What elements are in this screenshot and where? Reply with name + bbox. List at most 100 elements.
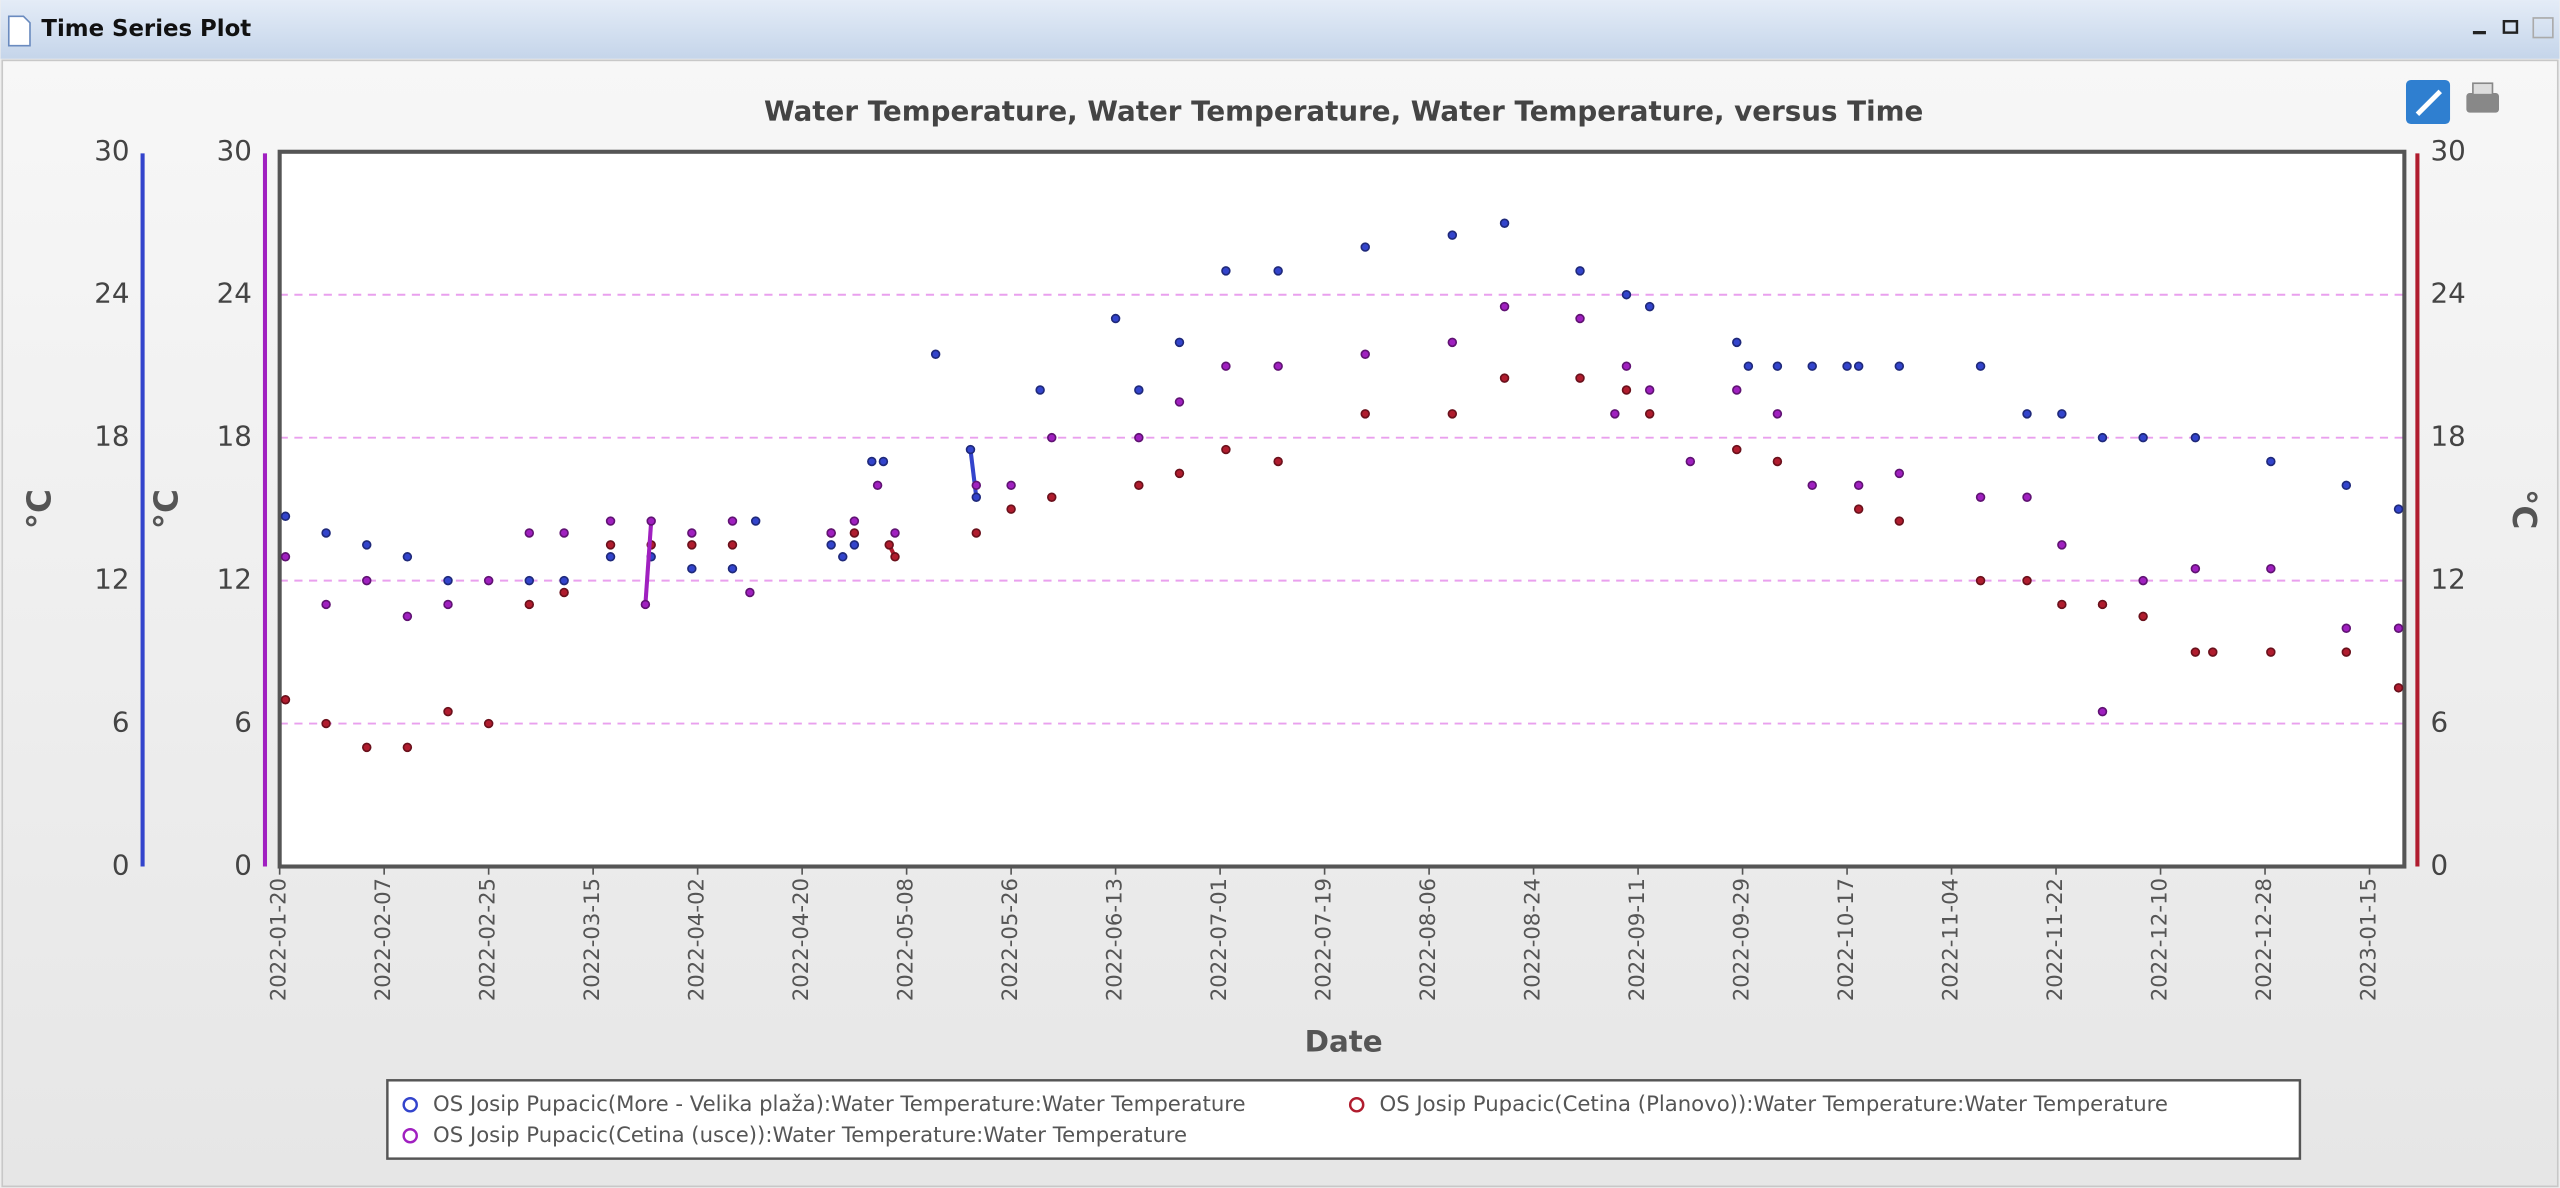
data-point [2190,563,2201,574]
data-point [867,456,877,467]
data-point [849,540,860,550]
data-point [321,528,331,538]
data-point [1644,409,1655,419]
data-point [1772,409,1783,419]
legend-marker [402,1128,418,1144]
data-point [1975,361,1986,371]
data-point [1360,349,1370,360]
y-tick-label: 0 [234,849,252,882]
data-point [1732,444,1742,455]
x-tick-label: 2022-02-25 [476,878,501,1001]
x-tick-label: 2022-07-19 [1312,878,1337,1001]
data-point [1273,456,1283,467]
data-point [2097,599,2108,610]
data-point [1447,409,1458,419]
data-point [1894,516,1905,526]
data-point [727,516,738,526]
window-title: Time Series Plot [41,16,251,42]
data-point [443,575,453,586]
data-point [1807,480,1817,491]
plot-border [277,149,2407,869]
data-point [826,528,836,538]
data-point [640,599,651,610]
data-point [1047,432,1057,443]
data-point [849,528,860,538]
x-tick-label: 2022-01-20 [267,878,292,1001]
data-point [1499,218,1510,228]
legend-marker [1348,1097,1365,1113]
data-point [1743,361,1754,371]
x-tick-label: 2022-02-07 [371,878,396,1001]
x-tick-label: 2023-01-15 [2357,878,2382,1001]
data-point [1644,385,1655,395]
y-tick-label: 30 [217,134,252,167]
x-tick-label: 2022-04-02 [685,878,710,1001]
data-point [745,587,755,598]
print-button[interactable] [2466,82,2500,113]
data-point [559,575,569,586]
window-controls[interactable] [2472,17,2554,39]
legend-label: OS Josip Pupacic(Cetina (Planovo)):Water… [1380,1092,2168,1117]
data-point [483,718,494,729]
plot-area [279,151,2405,867]
data-point [687,540,697,550]
data-point [524,599,535,610]
data-point [2341,623,2352,634]
data-point [1134,385,1144,395]
data-point [1575,313,1585,324]
data-point [1360,242,1370,252]
link-button[interactable] [2405,79,2451,125]
x-tick-label: 2022-10-17 [1834,878,1859,1001]
x-tick-label: 2022-11-04 [1939,878,1964,1001]
data-point [1035,385,1045,395]
data-point [2138,611,2148,622]
data-point [1644,301,1655,312]
data-point [1732,385,1742,395]
y2-tick-label: 18 [2430,420,2465,453]
data-point [2190,647,2201,657]
data-point [2208,647,2218,657]
data-point [2266,647,2276,657]
data-point [1621,385,1632,395]
data-point [2022,575,2032,586]
data-point [890,552,900,562]
title-bar [0,0,2560,59]
data-point [1575,266,1585,276]
data-point [1447,337,1458,348]
x-tick-label: 2022-08-06 [1416,878,1441,1001]
data-point [2393,623,2404,634]
data-point [890,528,900,538]
data-point [1447,230,1458,240]
data-point [2138,432,2148,443]
data-point [1499,301,1510,312]
y2-tick-label: 24 [2430,277,2465,310]
data-point [559,528,569,538]
data-point [1221,444,1231,455]
y3-tick-label: 18 [94,420,129,453]
x-tick-label: 2022-06-13 [1103,878,1128,1001]
window-icon [7,15,31,47]
x-tick-label: 2022-05-26 [998,878,1023,1001]
data-point [1499,373,1510,383]
data-point [321,599,331,610]
chart-title: Water Temperature, Water Temperature, Wa… [764,95,1923,128]
y-tick-label: 18 [217,420,252,453]
data-point [1174,468,1185,479]
legend-label: OS Josip Pupacic(More - Velika plaža):Wa… [433,1092,1246,1117]
y2-axis-title: °C [2505,489,2543,529]
data-point [2393,683,2404,693]
legend [386,1079,2302,1160]
data-point [872,480,883,491]
data-point [2022,492,2032,502]
data-point [443,706,453,717]
data-point [1894,361,1905,371]
data-point [2341,647,2352,657]
data-point [2341,480,2352,491]
data-point [1221,361,1231,371]
data-point [646,516,656,526]
data-point [1006,504,1016,514]
y2-tick-label: 30 [2430,134,2465,167]
legend-marker [402,1097,418,1113]
y2-tick-label: 6 [2430,706,2448,739]
data-point [1575,373,1585,383]
